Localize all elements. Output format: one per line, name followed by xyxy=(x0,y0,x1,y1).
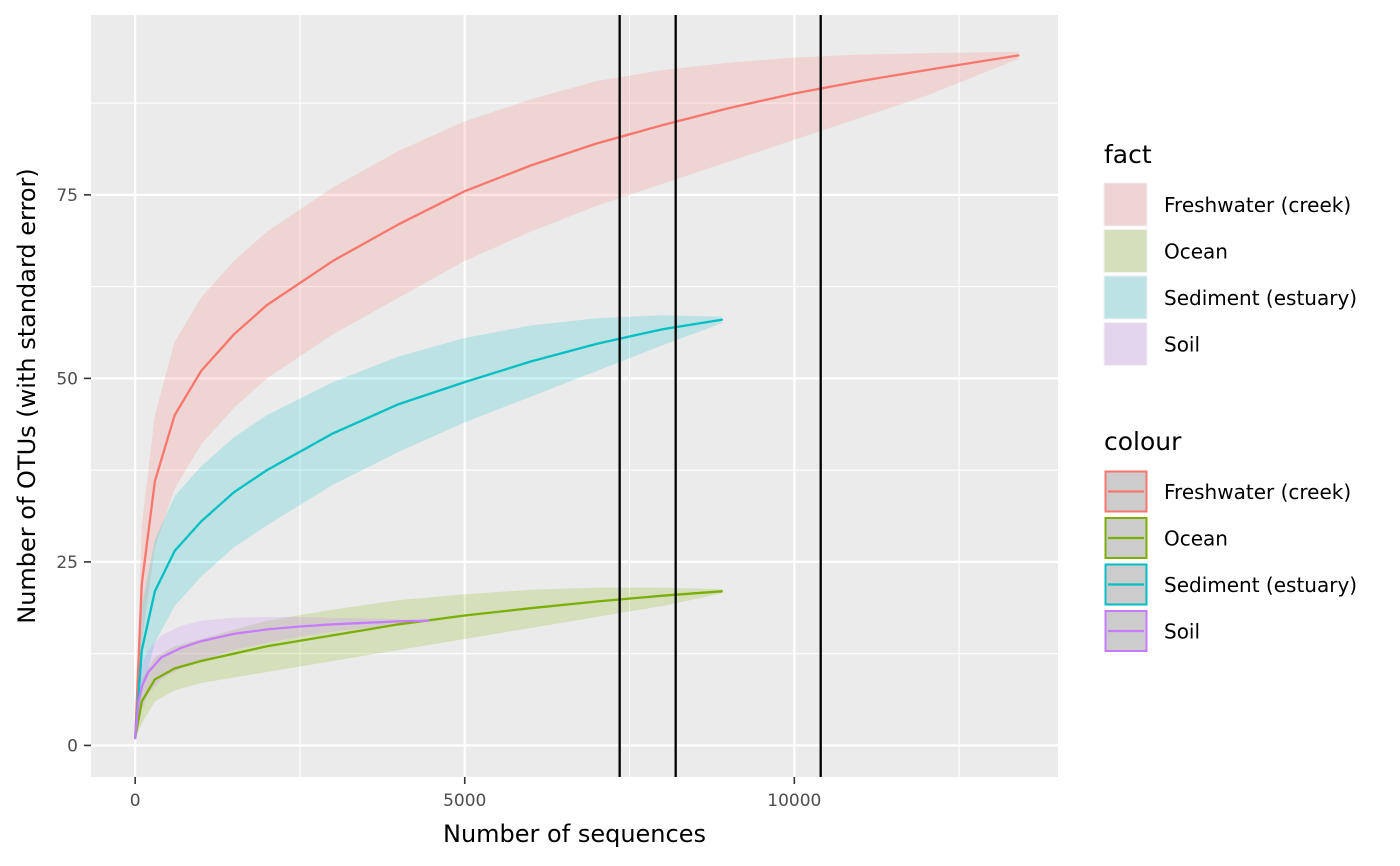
legend-label: Freshwater (creek) xyxy=(1164,193,1351,217)
y-tick-label: 75 xyxy=(56,186,78,206)
x-tick-label: 10000 xyxy=(767,791,821,811)
legend-fill-key xyxy=(1103,182,1148,227)
legend-fill-key xyxy=(1103,229,1148,273)
x-tick-label: 5000 xyxy=(443,791,486,811)
legend-label: Sediment (estuary) xyxy=(1164,573,1357,597)
legend-fact-title: fact xyxy=(1104,140,1152,169)
x-axis-title: Number of sequences xyxy=(443,820,706,848)
ribbon-series-0 xyxy=(135,51,1019,739)
minor-grid xyxy=(91,15,1058,777)
legend-fill-key xyxy=(1103,322,1148,366)
line-series-1 xyxy=(134,590,723,740)
line-series-3 xyxy=(134,619,430,740)
legend-label: Freshwater (creek) xyxy=(1164,480,1351,504)
y-axis: 0 25 50 75 xyxy=(56,186,91,756)
major-grid xyxy=(91,15,1058,777)
legend-label: Ocean xyxy=(1164,527,1228,551)
legend-colour-title: colour xyxy=(1104,427,1182,456)
ribbon-series-3 xyxy=(135,617,429,739)
x-tick-label: 0 xyxy=(130,791,141,811)
legend-colour: colour Freshwater (creek) Ocean Sediment (… xyxy=(1104,427,1357,652)
line-series-2 xyxy=(134,318,723,740)
legend-label: Soil xyxy=(1164,620,1200,644)
legend-fill-key xyxy=(1103,275,1148,320)
legend-label: Soil xyxy=(1164,333,1200,357)
legend-label: Sediment (estuary) xyxy=(1164,286,1357,310)
y-tick-label: 0 xyxy=(67,736,78,756)
y-tick-label: 50 xyxy=(56,369,78,389)
ribbon-series-1 xyxy=(135,587,722,739)
y-tick-label: 25 xyxy=(56,553,78,573)
x-axis: 0 5000 10000 xyxy=(130,777,821,811)
vertical-reference-lines xyxy=(618,15,822,777)
error-ribbons xyxy=(135,51,1019,739)
ribbon-series-2 xyxy=(135,315,722,739)
legend-fact: fact Freshwater (creek) Ocean Sediment (es… xyxy=(1103,140,1357,366)
series-lines xyxy=(134,54,1020,740)
legend-label: Ocean xyxy=(1164,240,1228,264)
line-series-0 xyxy=(134,54,1020,740)
y-axis-title: Number of OTUs (with standard error) xyxy=(13,168,41,624)
